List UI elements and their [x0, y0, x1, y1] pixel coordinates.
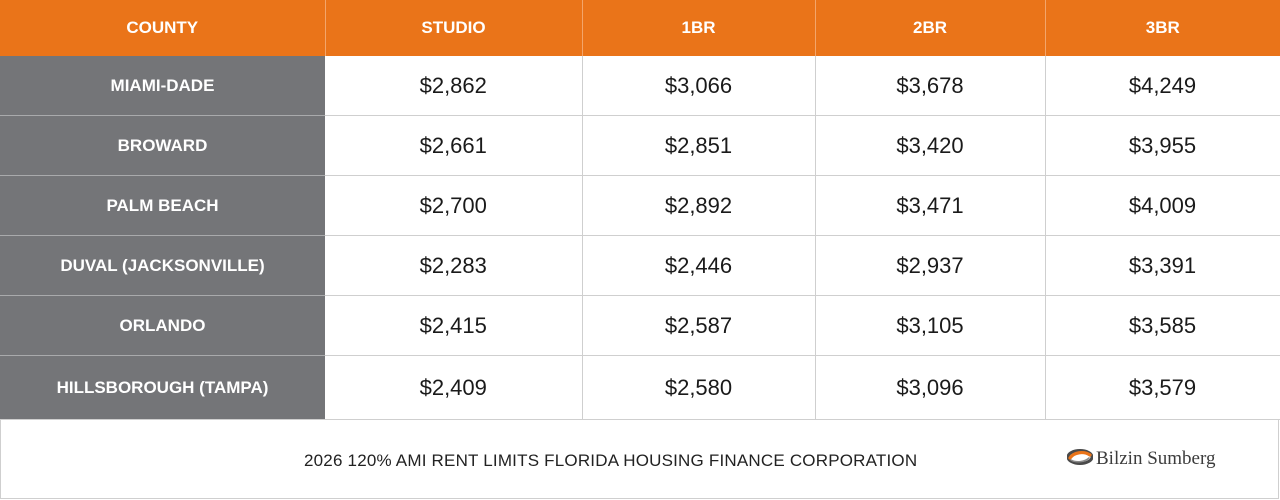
studio-cell: $2,661 [325, 115, 583, 176]
3br-cell: $3,955 [1045, 115, 1280, 176]
1br-cell: $2,580 [582, 355, 816, 420]
1br-cell: $2,446 [582, 235, 816, 296]
3br-cell: $3,579 [1045, 355, 1280, 420]
table-body: MIAMI-DADE $2,862 $3,066 $3,678 $4,249 B… [0, 56, 1280, 420]
1br-cell: $2,851 [582, 115, 816, 176]
2br-cell: $3,105 [815, 295, 1046, 356]
header-studio: STUDIO [325, 0, 583, 56]
studio-cell: $2,415 [325, 295, 583, 356]
studio-cell: $2,700 [325, 175, 583, 236]
logo-text: Bilzin Sumberg [1096, 448, 1216, 469]
2br-cell: $3,678 [815, 56, 1046, 116]
2br-cell: $3,096 [815, 355, 1046, 420]
header-row: COUNTY STUDIO 1BR 2BR 3BR [0, 0, 1280, 56]
county-cell: ORLANDO [0, 295, 325, 356]
footer-bar: 2026 120% AMI RENT LIMITS FLORIDA HOUSIN… [0, 419, 1279, 499]
county-cell: PALM BEACH [0, 175, 325, 236]
1br-cell: $2,892 [582, 175, 816, 236]
header-3br: 3BR [1045, 0, 1280, 56]
footer-caption: 2026 120% AMI RENT LIMITS FLORIDA HOUSIN… [304, 451, 918, 470]
2br-cell: $2,937 [815, 235, 1046, 296]
table-row: MIAMI-DADE $2,862 $3,066 $3,678 $4,249 [0, 56, 1280, 116]
1br-cell: $3,066 [582, 56, 816, 116]
2br-cell: $3,471 [815, 175, 1046, 236]
table-row: BROWARD $2,661 $2,851 $3,420 $3,955 [0, 115, 1280, 176]
county-cell: MIAMI-DADE [0, 56, 325, 116]
table-row: ORLANDO $2,415 $2,587 $3,105 $3,585 [0, 295, 1280, 356]
studio-cell: $2,409 [325, 355, 583, 420]
1br-cell: $2,587 [582, 295, 816, 356]
county-cell: HILLSBOROUGH (TAMPA) [0, 355, 325, 420]
swirl-logo-icon [1066, 448, 1094, 470]
2br-cell: $3,420 [815, 115, 1046, 176]
3br-cell: $3,585 [1045, 295, 1280, 356]
header-2br: 2BR [815, 0, 1046, 56]
county-cell: DUVAL (JACKSONVILLE) [0, 235, 325, 296]
studio-cell: $2,862 [325, 56, 583, 116]
3br-cell: $4,009 [1045, 175, 1280, 236]
table-header: COUNTY STUDIO 1BR 2BR 3BR [0, 0, 1280, 56]
header-1br: 1BR [582, 0, 816, 56]
rent-limits-table: COUNTY STUDIO 1BR 2BR 3BR MIAMI-DADE $2,… [0, 0, 1280, 420]
county-cell: BROWARD [0, 115, 325, 176]
header-county: COUNTY [0, 0, 326, 56]
3br-cell: $3,391 [1045, 235, 1280, 296]
table-row: HILLSBOROUGH (TAMPA) $2,409 $2,580 $3,09… [0, 355, 1280, 420]
3br-cell: $4,249 [1045, 56, 1280, 116]
table-row: PALM BEACH $2,700 $2,892 $3,471 $4,009 [0, 175, 1280, 236]
studio-cell: $2,283 [325, 235, 583, 296]
table-row: DUVAL (JACKSONVILLE) $2,283 $2,446 $2,93… [0, 235, 1280, 296]
bilzin-sumberg-logo: Bilzin Sumberg [1066, 448, 1216, 470]
